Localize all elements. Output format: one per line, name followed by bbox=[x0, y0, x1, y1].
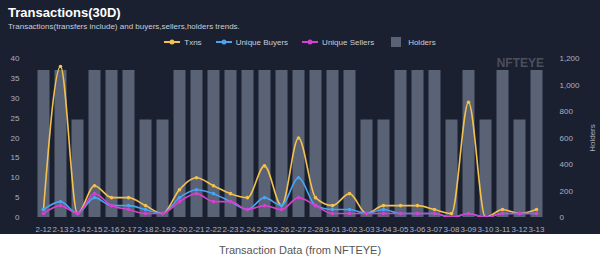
svg-text:2-27: 2-27 bbox=[290, 225, 307, 234]
svg-text:2-25: 2-25 bbox=[256, 225, 273, 234]
svg-text:2-22: 2-22 bbox=[205, 225, 222, 234]
svg-text:40: 40 bbox=[11, 54, 20, 63]
svg-text:2-17: 2-17 bbox=[120, 225, 137, 234]
svg-text:400: 400 bbox=[560, 160, 574, 169]
svg-text:2-12: 2-12 bbox=[35, 225, 52, 234]
html-text:Transactions(30D): Transactions(30D) bbox=[8, 5, 121, 20]
svg-text:15: 15 bbox=[11, 153, 20, 162]
svg-text:3-01: 3-01 bbox=[324, 225, 341, 234]
svg-text:3-13: 3-13 bbox=[528, 225, 545, 234]
svg-text:2-20: 2-20 bbox=[171, 225, 188, 234]
svg-text:2-15: 2-15 bbox=[86, 225, 103, 234]
svg-text:3-05: 3-05 bbox=[392, 225, 409, 234]
svg-text:25: 25 bbox=[11, 114, 20, 123]
svg-text:2-13: 2-13 bbox=[52, 225, 69, 234]
svg-text:0: 0 bbox=[15, 213, 20, 222]
svg-text:800: 800 bbox=[560, 107, 574, 116]
svg-text:0: 0 bbox=[560, 213, 565, 222]
html-text:Transaction Data (from NFTEYE): Transaction Data (from NFTEYE) bbox=[218, 244, 382, 256]
svg-text:Holders: Holders bbox=[588, 124, 597, 152]
svg-text:3-09: 3-09 bbox=[460, 225, 477, 234]
svg-text:3-04: 3-04 bbox=[375, 225, 392, 234]
svg-text:30: 30 bbox=[11, 94, 20, 103]
svg-text:2-26: 2-26 bbox=[273, 225, 290, 234]
svg-text:3-11: 3-11 bbox=[495, 225, 511, 234]
svg-text:1,200: 1,200 bbox=[560, 54, 581, 63]
svg-text:200: 200 bbox=[560, 187, 574, 196]
svg-text:5: 5 bbox=[15, 193, 20, 202]
svg-text:600: 600 bbox=[560, 134, 574, 143]
html-text:Transactions(transfers include: Transactions(transfers include) and buye… bbox=[8, 22, 240, 31]
html-text:Unique Buyers: Unique Buyers bbox=[235, 37, 289, 47]
svg-text:10: 10 bbox=[11, 173, 20, 182]
svg-text:20: 20 bbox=[11, 134, 20, 143]
svg-text:1,000: 1,000 bbox=[560, 81, 581, 90]
svg-text:2-28: 2-28 bbox=[307, 225, 324, 234]
html-text:Txns: Txns bbox=[184, 37, 202, 47]
svg-text:2-14: 2-14 bbox=[69, 225, 86, 234]
svg-text:35: 35 bbox=[11, 74, 20, 83]
html-text:Holders: Holders bbox=[408, 37, 436, 47]
svg-text:2-18: 2-18 bbox=[137, 225, 154, 234]
html-text:NFTEYE: NFTEYE bbox=[496, 56, 544, 70]
svg-text:3-02: 3-02 bbox=[341, 225, 358, 234]
svg-text:2-19: 2-19 bbox=[154, 225, 171, 234]
svg-text:2-21: 2-21 bbox=[188, 225, 205, 234]
svg-text:2-24: 2-24 bbox=[239, 225, 256, 234]
svg-text:2-23: 2-23 bbox=[222, 225, 239, 234]
svg-text:3-12: 3-12 bbox=[511, 225, 528, 234]
html-text:Unique Sellers: Unique Sellers bbox=[322, 37, 375, 47]
svg-text:3-07: 3-07 bbox=[426, 225, 443, 234]
svg-text:3-08: 3-08 bbox=[443, 225, 460, 234]
svg-text:2-16: 2-16 bbox=[103, 225, 120, 234]
svg-text:3-06: 3-06 bbox=[409, 225, 426, 234]
svg-text:3-03: 3-03 bbox=[358, 225, 375, 234]
svg-text:3-10: 3-10 bbox=[477, 225, 494, 234]
